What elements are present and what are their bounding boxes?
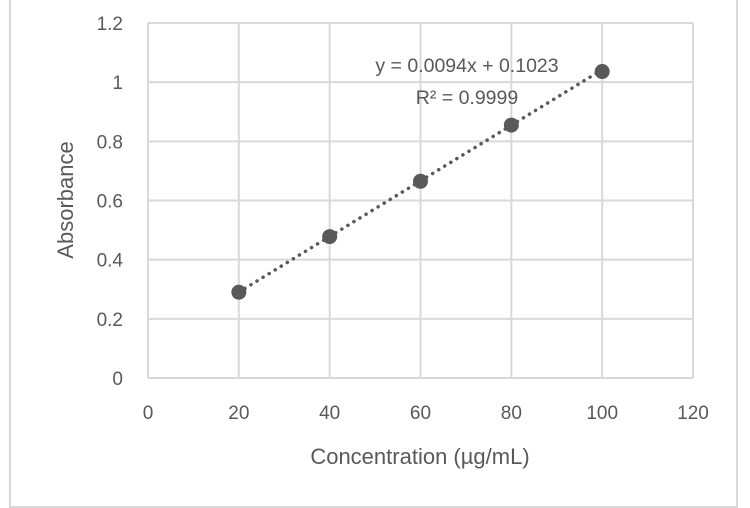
y-tick-label: 0.2 [97, 310, 123, 331]
data-point-marker [594, 64, 610, 80]
y-axis-title: Absorbance [53, 141, 78, 258]
trendline-equation: y = 0.0094x + 0.1023 [375, 55, 558, 77]
y-tick-label: 0.6 [97, 192, 123, 213]
data-points [231, 64, 610, 300]
x-axis-ticks: 0 20 40 60 80 100 120 [143, 403, 709, 424]
data-point-marker [503, 117, 519, 133]
gridlines [147, 22, 694, 379]
x-tick-label: 60 [410, 403, 431, 424]
x-tick-label: 120 [677, 403, 709, 424]
x-tick-label: 20 [228, 403, 249, 424]
y-tick-label: 0 [112, 369, 123, 390]
data-point-marker [322, 229, 338, 245]
y-axis-ticks: 0 0.2 0.4 0.6 0.8 1 1.2 [97, 14, 124, 390]
chart-frame [9, 0, 738, 508]
y-tick-label: 1.2 [97, 14, 123, 35]
data-point-marker [231, 284, 247, 300]
r-squared-label: R² = 0.9999 [416, 87, 518, 109]
data-point-marker [413, 173, 428, 189]
x-tick-label: 0 [143, 403, 154, 424]
x-tick-label: 40 [319, 403, 340, 424]
x-tick-label: 80 [501, 403, 522, 424]
y-tick-label: 1 [112, 73, 123, 94]
x-tick-label: 100 [586, 403, 618, 424]
y-tick-label: 0.4 [97, 251, 124, 272]
y-tick-label: 0.8 [97, 132, 123, 153]
x-axis-title: Concentration (µg/mL) [310, 444, 529, 469]
